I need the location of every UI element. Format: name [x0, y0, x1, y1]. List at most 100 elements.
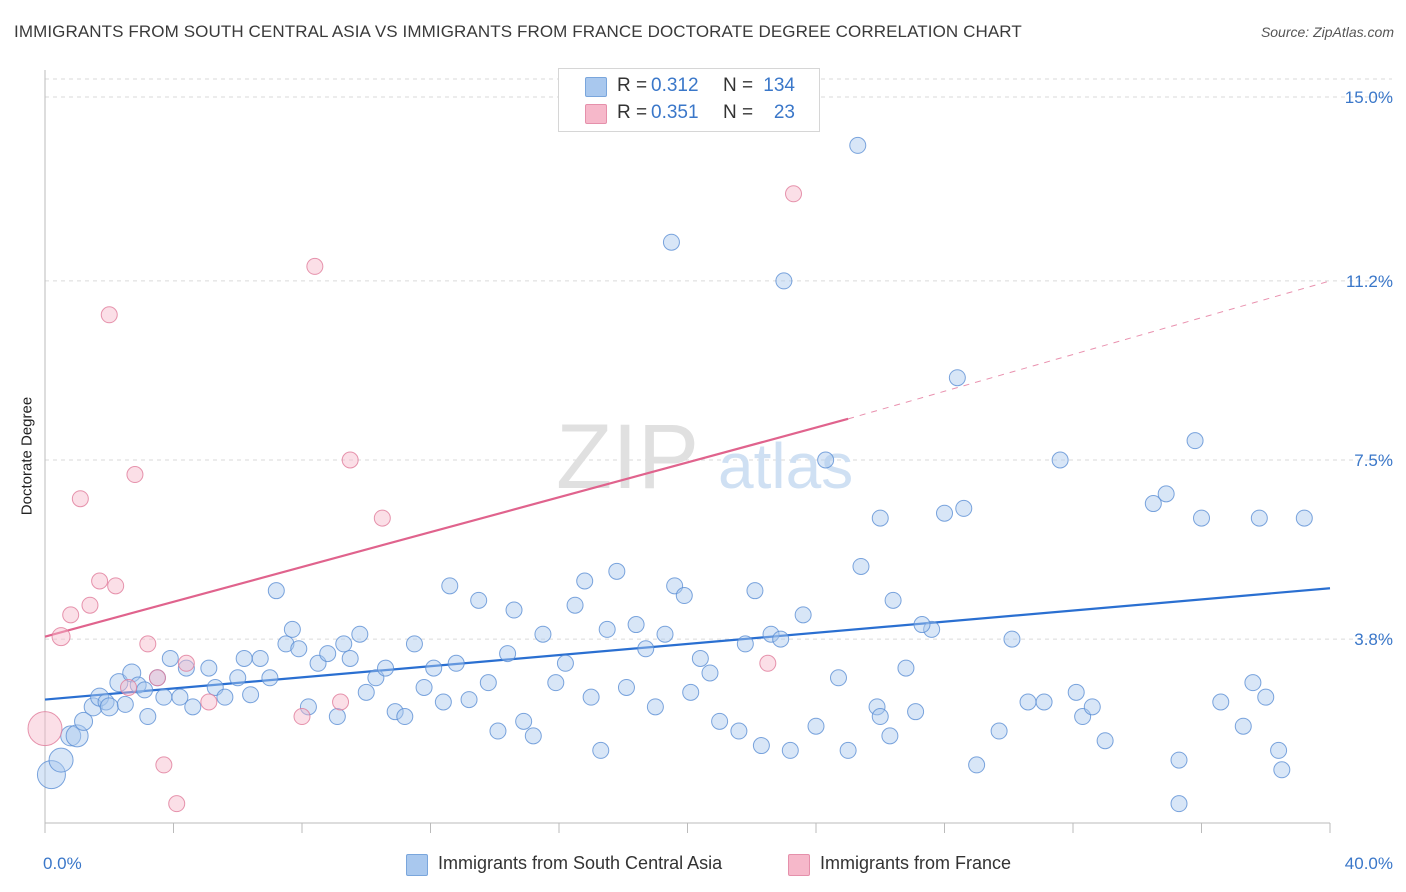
- point-france: [293, 708, 311, 726]
- y-tick-label: 15.0%: [1345, 88, 1393, 107]
- point-south-central-asia: [441, 577, 459, 595]
- point-france: [71, 490, 89, 508]
- point-france: [785, 185, 803, 203]
- y-tick-label: 7.5%: [1354, 451, 1393, 470]
- point-south-central-asia: [691, 649, 709, 667]
- point-france: [62, 606, 80, 624]
- r-value: 0.351: [651, 102, 699, 123]
- point-south-central-asia: [547, 674, 565, 692]
- trend-line-1: [44, 417, 849, 638]
- point-south-central-asia: [335, 635, 353, 653]
- point-south-central-asia: [907, 703, 925, 721]
- point-south-central-asia: [1170, 751, 1188, 769]
- n-value: 134: [763, 75, 795, 96]
- r-label: R =: [617, 102, 648, 123]
- point-france: [81, 596, 99, 614]
- point-south-central-asia: [1212, 693, 1230, 711]
- point-south-central-asia: [139, 708, 157, 726]
- point-south-central-asia: [74, 711, 94, 731]
- r-value: 0.312: [651, 75, 699, 96]
- point-south-central-asia: [155, 688, 173, 706]
- point-france: [332, 693, 350, 711]
- point-south-central-asia: [434, 693, 452, 711]
- point-south-central-asia: [524, 727, 542, 745]
- point-south-central-asia: [116, 695, 134, 713]
- chart-title: IMMIGRANTS FROM SOUTH CENTRAL ASIA VS IM…: [14, 22, 1022, 41]
- point-south-central-asia: [582, 688, 600, 706]
- point-south-central-asia: [1144, 495, 1162, 513]
- point-south-central-asia: [1250, 509, 1268, 527]
- point-france: [100, 306, 118, 324]
- point-south-central-asia: [1019, 693, 1037, 711]
- point-south-central-asia: [460, 691, 478, 709]
- point-south-central-asia: [884, 591, 902, 609]
- point-south-central-asia: [479, 674, 497, 692]
- point-south-central-asia: [868, 698, 886, 716]
- point-south-central-asia: [251, 649, 269, 667]
- point-south-central-asia: [762, 625, 780, 643]
- point-south-central-asia: [576, 572, 594, 590]
- point-france: [168, 795, 186, 813]
- point-south-central-asia: [936, 504, 953, 522]
- point-south-central-asia: [319, 645, 337, 663]
- point-france: [107, 577, 125, 595]
- point-south-central-asia: [701, 664, 719, 682]
- point-south-central-asia: [772, 630, 790, 648]
- stats-swatch-pink: [585, 104, 607, 124]
- point-south-central-asia: [171, 688, 189, 706]
- point-south-central-asia: [351, 625, 369, 643]
- point-south-central-asia: [730, 722, 748, 740]
- point-france: [126, 466, 144, 484]
- point-south-central-asia: [1257, 688, 1275, 706]
- point-south-central-asia: [425, 659, 443, 677]
- point-south-central-asia: [752, 737, 770, 755]
- point-south-central-asia: [1003, 630, 1021, 648]
- point-south-central-asia: [36, 760, 66, 790]
- point-south-central-asia: [781, 741, 799, 759]
- point-south-central-asia: [216, 688, 234, 706]
- point-south-central-asia: [505, 601, 523, 619]
- point-france: [27, 711, 63, 747]
- point-south-central-asia: [109, 673, 129, 693]
- point-south-central-asia: [897, 659, 915, 677]
- point-south-central-asia: [99, 697, 119, 717]
- point-south-central-asia: [1035, 693, 1053, 711]
- point-south-central-asia: [447, 654, 465, 672]
- point-south-central-asia: [566, 596, 584, 614]
- point-france: [373, 509, 391, 527]
- point-south-central-asia: [682, 683, 700, 701]
- point-south-central-asia: [341, 649, 359, 667]
- point-south-central-asia: [656, 625, 674, 643]
- point-france: [341, 451, 359, 469]
- point-south-central-asia: [849, 136, 867, 154]
- legend-swatch-blue: [406, 854, 428, 876]
- point-south-central-asia: [871, 509, 889, 527]
- point-south-central-asia: [328, 708, 346, 726]
- point-south-central-asia: [1157, 485, 1175, 503]
- point-south-central-asia: [617, 678, 635, 696]
- point-south-central-asia: [161, 649, 179, 667]
- point-south-central-asia: [261, 669, 279, 687]
- point-south-central-asia: [1186, 432, 1204, 450]
- point-south-central-asia: [637, 640, 655, 658]
- point-south-central-asia: [290, 640, 308, 658]
- point-south-central-asia: [1295, 509, 1313, 527]
- point-south-central-asia: [415, 678, 433, 696]
- point-south-central-asia: [235, 649, 253, 667]
- data-points: [27, 136, 1313, 813]
- legend-label: Immigrants from France: [820, 853, 1012, 873]
- tick-labels: 3.8% 7.5% 11.2% 15.0% 0.0% 40.0%: [43, 88, 1393, 873]
- legend-label: Immigrants from South Central Asia: [438, 853, 723, 873]
- point-south-central-asia: [283, 620, 301, 638]
- point-south-central-asia: [1270, 741, 1288, 759]
- point-south-central-asia: [489, 722, 507, 740]
- point-south-central-asia: [405, 635, 423, 653]
- point-south-central-asia: [242, 686, 260, 704]
- point-south-central-asia: [968, 756, 986, 774]
- point-south-central-asia: [1273, 761, 1291, 779]
- point-south-central-asia: [299, 698, 317, 716]
- point-south-central-asia: [817, 451, 835, 469]
- point-south-central-asia: [598, 620, 616, 638]
- point-france: [120, 678, 138, 696]
- point-south-central-asia: [229, 669, 247, 687]
